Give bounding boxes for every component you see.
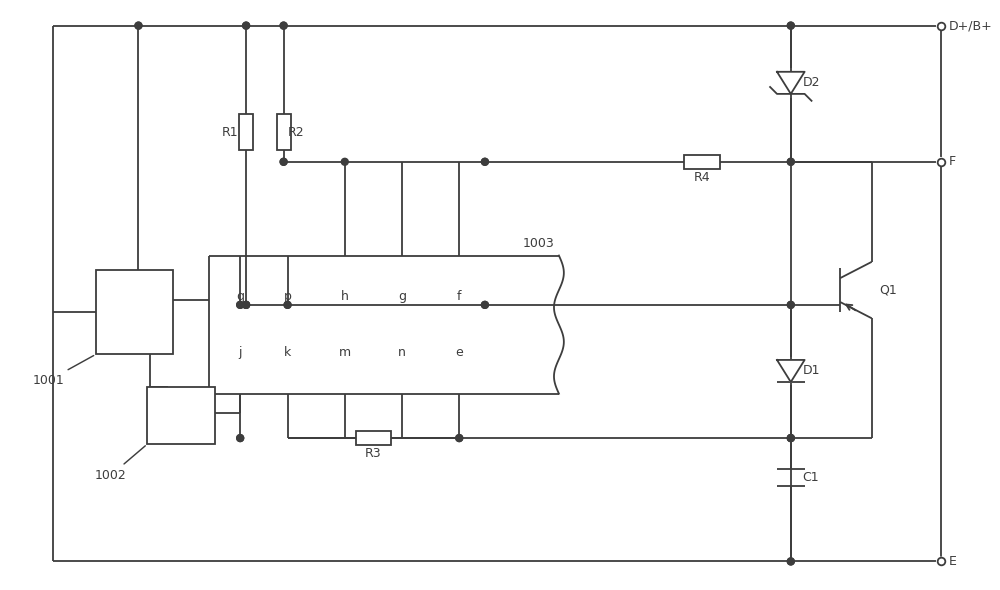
Text: 1003: 1003 [522,237,554,250]
Circle shape [280,158,287,165]
Circle shape [787,301,794,309]
Circle shape [135,22,142,29]
Circle shape [243,301,250,309]
Circle shape [787,301,794,309]
Circle shape [481,301,488,309]
Text: g: g [398,290,406,303]
Circle shape [787,435,794,441]
Text: p: p [284,290,291,303]
Circle shape [456,435,463,441]
Text: 1002: 1002 [95,446,145,481]
Bar [96,270,173,354]
Circle shape [280,158,287,165]
Text: D2: D2 [803,76,820,89]
Circle shape [243,301,250,309]
Text: j: j [238,346,242,359]
Bar [277,114,291,150]
Circle shape [280,22,287,29]
Circle shape [284,301,291,309]
Text: m: m [339,346,351,359]
Text: R3: R3 [365,447,382,460]
Text: h: h [341,290,349,303]
Circle shape [787,558,794,565]
Text: R4: R4 [694,171,710,184]
Circle shape [243,22,250,29]
Circle shape [456,435,463,441]
Text: q: q [236,290,244,303]
Circle shape [243,22,250,29]
Text: Q1: Q1 [880,284,897,297]
Bar [239,114,253,150]
Text: D1: D1 [803,365,820,378]
Circle shape [237,301,244,309]
Circle shape [787,435,794,441]
Text: E: E [949,555,957,568]
Polygon shape [777,72,805,94]
Text: e: e [455,346,463,359]
Text: 1001: 1001 [33,356,94,387]
Circle shape [481,301,488,309]
Circle shape [481,158,488,165]
Circle shape [243,301,250,309]
Circle shape [237,301,244,309]
Text: R1: R1 [222,126,238,139]
Bar [147,387,215,444]
Circle shape [787,558,794,565]
Circle shape [280,22,287,29]
Circle shape [787,158,794,165]
Text: D+/B+: D+/B+ [949,19,992,32]
Circle shape [135,22,142,29]
Text: F: F [949,155,956,168]
Circle shape [787,22,794,29]
Circle shape [481,158,488,165]
Text: k: k [284,346,291,359]
Text: f: f [457,290,462,303]
Circle shape [787,158,794,165]
Polygon shape [777,360,805,382]
Circle shape [237,435,244,441]
Circle shape [787,435,794,441]
Bar [684,155,720,169]
Circle shape [284,301,291,309]
Bar [356,431,391,445]
Circle shape [237,435,244,441]
Text: n: n [398,346,406,359]
Text: C1: C1 [803,471,819,484]
Text: R2: R2 [288,126,304,139]
Circle shape [787,22,794,29]
Circle shape [341,158,348,165]
